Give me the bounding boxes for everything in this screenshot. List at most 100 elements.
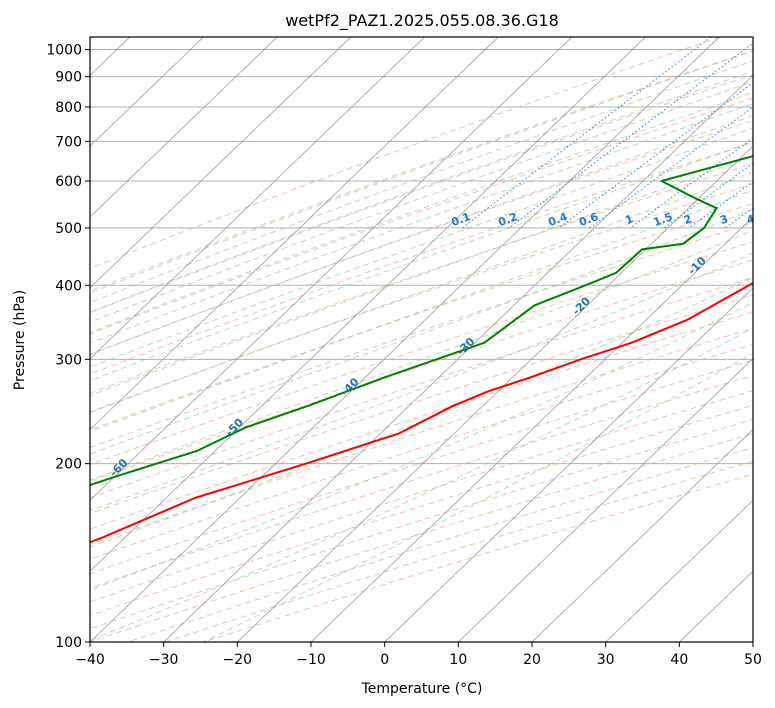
dry-adiabat-line [90, 433, 753, 642]
isotherm-label: -20 [570, 294, 593, 317]
x-tick-label: 50 [744, 652, 762, 668]
dewpoint-series-line [90, 155, 753, 487]
x-axis: −40 −30 −20 −10 0 10 20 30 40 50 [75, 642, 762, 668]
isotherm-line [90, 37, 573, 501]
moist-adiabat-line [90, 70, 753, 313]
dry-adiabat-line [90, 389, 753, 603]
moist-adiabat-line [90, 189, 753, 433]
moist-adiabat-line [203, 352, 753, 642]
moist-adiabat-line [90, 171, 753, 414]
x-tick-label: −40 [75, 652, 105, 668]
dry-adiabat-line [203, 473, 753, 642]
x-tick-label: 20 [523, 652, 541, 668]
moist-adiabat-line [90, 208, 753, 455]
dry-adiabat-line [90, 37, 720, 269]
mixing-ratio-label: 4 [745, 212, 757, 227]
dry-adiabat-line [90, 74, 753, 314]
mixing-ratio-label: 0.6 [577, 210, 600, 229]
y-tick-label: 100 [55, 635, 82, 651]
moist-adiabat-line [90, 276, 753, 548]
y-tick-label: 200 [55, 457, 82, 473]
y-tick-label: 300 [55, 352, 82, 368]
dry-adiabat-line [90, 203, 753, 431]
dry-adiabat-line [127, 447, 753, 642]
chart-title: wetPf2_PAZ1.2025.055.08.36.G18 [285, 11, 559, 31]
isotherm-line [90, 37, 499, 431]
dry-adiabat-line [90, 241, 753, 466]
y-axis-label: Pressure (hPa) [12, 290, 28, 390]
isotherm-line [90, 37, 352, 289]
isotherm-line [531, 428, 753, 642]
isotherm-line [310, 216, 753, 642]
moist-adiabat-line [90, 327, 753, 641]
dry-adiabat-line [90, 374, 753, 589]
plot-frame [89, 36, 754, 643]
isotherm-label: -50 [223, 416, 246, 439]
dry-adiabat-line [90, 343, 753, 560]
dry-adiabat-line [90, 359, 753, 575]
mixing-ratio-label: 0.2 [496, 210, 519, 229]
mixing-ratio-label: 0.4 [546, 210, 569, 229]
y-tick-label: 400 [55, 278, 82, 294]
dry-adiabat-line [90, 162, 753, 394]
isotherm-line [752, 641, 753, 642]
isotherm-line [90, 37, 720, 642]
x-tick-label: 30 [597, 652, 615, 668]
isotherm-label: -30 [454, 335, 477, 358]
dry-adiabat-line [90, 183, 753, 413]
y-tick-label: 900 [55, 70, 82, 86]
mixing-ratio-label: 0.1 [450, 210, 473, 229]
dry-adiabat-line [90, 294, 753, 515]
mixing-ratio-label: 1.5 [652, 210, 675, 229]
dry-adiabat-line [90, 50, 753, 292]
dry-adiabat-line [90, 327, 753, 545]
x-tick-label: 10 [449, 652, 467, 668]
moist-adiabat-line [90, 91, 753, 333]
moist-adiabat-line [90, 302, 753, 591]
isotherm-line [679, 570, 753, 642]
moist-adiabat-line [90, 141, 753, 382]
dry-adiabat-line [90, 141, 753, 375]
isotherm-line [237, 145, 753, 642]
isotherm-line [90, 37, 278, 218]
isotherm-line [605, 499, 753, 642]
dry-adiabat-line [90, 259, 753, 482]
y-tick-label: 700 [55, 134, 82, 150]
isotherm-label: -70 [0, 496, 15, 519]
y-tick-label: 1000 [46, 43, 82, 59]
isotherm-line [458, 358, 753, 642]
x-tick-label: 40 [670, 652, 688, 668]
mixing-ratio-line [663, 162, 753, 229]
mixing-ratio-line [688, 181, 753, 229]
background-grid [0, 37, 753, 642]
isotherm-line [90, 37, 646, 572]
moist-adiabat-line [90, 114, 753, 356]
mixing-ratio-line [751, 226, 753, 229]
isotherm-line [0, 37, 56, 642]
dry-adiabat-line [90, 222, 753, 449]
x-tick-label: 0 [380, 652, 389, 668]
moist-adiabat-line [90, 103, 753, 344]
x-tick-label: −20 [223, 652, 253, 668]
y-axis: 1000 900 800 700 600 500 400 300 200 100 [46, 43, 90, 651]
mixing-ratio-line [589, 106, 753, 229]
mixing-ratio-line [558, 82, 753, 229]
moist-adiabat-line [90, 155, 753, 397]
mixing-ratio-label: 1 [623, 212, 635, 227]
dry-adiabat-line [90, 419, 753, 630]
isotherm-line [90, 37, 204, 147]
x-tick-label: −10 [296, 652, 326, 668]
temperature-series-line [90, 281, 753, 544]
isotherm-line [384, 287, 753, 642]
y-tick-label: 800 [55, 100, 82, 116]
y-tick-label: 600 [55, 174, 82, 190]
moist-adiabat-line [90, 60, 753, 304]
mixing-ratio-label: 3 [718, 212, 730, 227]
dry-adiabat-line [90, 277, 753, 499]
isotherm-label: -60 [107, 456, 130, 479]
isotherm-line [163, 74, 753, 642]
mixing-ratio-line [508, 42, 753, 229]
mixing-ratio-label: 2 [682, 212, 694, 227]
dry-adiabat-line [165, 460, 753, 642]
